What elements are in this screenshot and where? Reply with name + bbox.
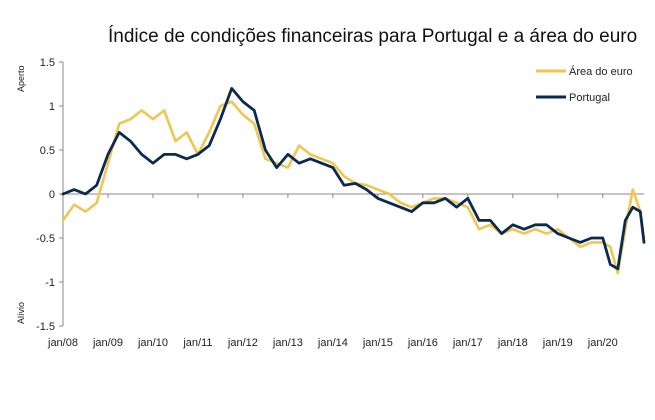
ylabel-top: Aperto bbox=[16, 65, 26, 92]
y-tick-label: 0.5 bbox=[40, 145, 55, 157]
x-tick-label: jan/17 bbox=[452, 337, 483, 349]
x-tick-label: jan/08 bbox=[47, 337, 78, 349]
legend-label-portugal: Portugal bbox=[569, 92, 610, 104]
legend: Área do euro Portugal bbox=[536, 65, 633, 104]
x-tick-label: jan/09 bbox=[92, 337, 123, 349]
ylabel-bottom: Alívio bbox=[16, 302, 26, 324]
x-tick-label: jan/18 bbox=[497, 337, 528, 349]
x-tick-label: jan/20 bbox=[587, 337, 618, 349]
y-tick-label: -0.5 bbox=[36, 233, 55, 245]
x-tick-label: jan/14 bbox=[317, 337, 348, 349]
series-line-area-euro bbox=[61, 100, 646, 275]
legend-label-area-euro: Área do euro bbox=[569, 65, 633, 78]
x-tick-label: jan/12 bbox=[227, 337, 258, 349]
x-tick-label: jan/16 bbox=[407, 337, 438, 349]
y-tick-label: 0 bbox=[49, 189, 55, 201]
x-tick-label: jan/15 bbox=[362, 337, 393, 349]
x-tick-label: jan/19 bbox=[542, 337, 573, 349]
y-tick-label: -1 bbox=[45, 277, 55, 289]
y-tick-label: 1 bbox=[49, 101, 55, 113]
y-tick-label: 1.5 bbox=[40, 57, 55, 69]
series-line-portugal bbox=[61, 87, 646, 271]
x-tick-label: jan/11 bbox=[182, 337, 212, 349]
y-tick-label: -1.5 bbox=[36, 321, 55, 333]
x-tick-label: jan/10 bbox=[137, 337, 168, 349]
x-tick-label: jan/13 bbox=[272, 337, 303, 349]
chart-title: Índice de condições financeiras para Por… bbox=[108, 26, 637, 47]
